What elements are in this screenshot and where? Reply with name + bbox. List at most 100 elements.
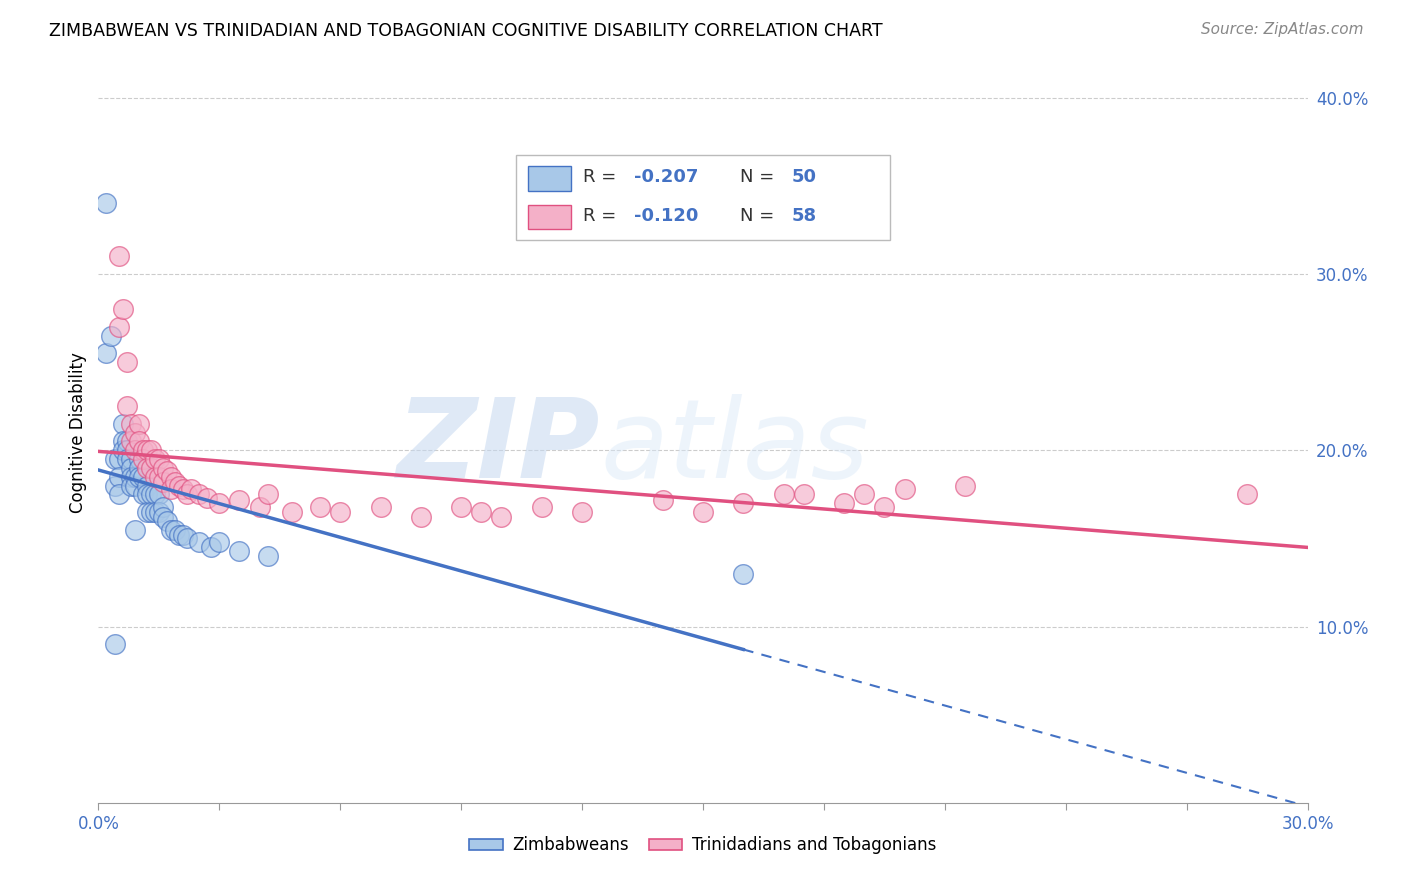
Point bbox=[128, 461, 150, 475]
Point bbox=[128, 434, 150, 449]
Point bbox=[115, 434, 138, 449]
Point bbox=[953, 478, 976, 492]
Point bbox=[143, 469, 166, 483]
Point bbox=[172, 482, 194, 496]
Point bbox=[281, 505, 304, 519]
Point bbox=[470, 505, 492, 519]
FancyBboxPatch shape bbox=[527, 205, 571, 229]
Text: atlas: atlas bbox=[600, 394, 869, 501]
Point bbox=[873, 500, 896, 514]
Point bbox=[135, 443, 157, 458]
Point bbox=[148, 487, 170, 501]
Point bbox=[111, 443, 134, 458]
Text: -0.120: -0.120 bbox=[634, 207, 699, 225]
Point bbox=[115, 452, 138, 467]
Point bbox=[100, 328, 122, 343]
Point bbox=[135, 461, 157, 475]
Point bbox=[124, 469, 146, 483]
Point bbox=[128, 452, 150, 467]
Point bbox=[148, 505, 170, 519]
Point bbox=[309, 500, 332, 514]
Text: Source: ZipAtlas.com: Source: ZipAtlas.com bbox=[1201, 22, 1364, 37]
Point bbox=[651, 492, 673, 507]
Text: R =: R = bbox=[583, 169, 623, 186]
Point bbox=[160, 482, 183, 496]
Point bbox=[120, 478, 142, 492]
Point bbox=[228, 492, 250, 507]
Point bbox=[120, 417, 142, 431]
Point bbox=[143, 505, 166, 519]
Point bbox=[135, 478, 157, 492]
Point bbox=[107, 487, 129, 501]
Point bbox=[692, 505, 714, 519]
Point bbox=[571, 505, 593, 519]
Point bbox=[733, 566, 755, 581]
Point bbox=[163, 523, 186, 537]
Point bbox=[195, 491, 218, 505]
Text: N =: N = bbox=[741, 169, 780, 186]
Point bbox=[120, 461, 142, 475]
Point bbox=[450, 500, 472, 514]
Point bbox=[124, 523, 146, 537]
Point bbox=[128, 417, 150, 431]
Text: ZIP: ZIP bbox=[396, 394, 600, 501]
Point bbox=[772, 487, 794, 501]
Point bbox=[111, 302, 134, 317]
Point bbox=[200, 540, 222, 554]
Point bbox=[103, 478, 125, 492]
Point bbox=[172, 528, 194, 542]
Point bbox=[156, 514, 179, 528]
Point bbox=[152, 500, 174, 514]
Point bbox=[249, 500, 271, 514]
Text: R =: R = bbox=[583, 207, 623, 225]
Text: ZIMBABWEAN VS TRINIDADIAN AND TOBAGONIAN COGNITIVE DISABILITY CORRELATION CHART: ZIMBABWEAN VS TRINIDADIAN AND TOBAGONIAN… bbox=[49, 22, 883, 40]
Point bbox=[256, 549, 278, 563]
Point bbox=[188, 487, 211, 501]
Point bbox=[107, 452, 129, 467]
Text: 50: 50 bbox=[792, 169, 817, 186]
Point bbox=[329, 505, 352, 519]
Point bbox=[167, 528, 190, 542]
Point bbox=[107, 469, 129, 483]
Point bbox=[160, 469, 183, 483]
Text: -0.207: -0.207 bbox=[634, 169, 699, 186]
Point bbox=[832, 496, 855, 510]
Point bbox=[1236, 487, 1258, 501]
Point bbox=[115, 443, 138, 458]
Point bbox=[167, 478, 190, 492]
Point bbox=[370, 500, 392, 514]
Point bbox=[103, 452, 125, 467]
Point bbox=[409, 510, 432, 524]
Point bbox=[96, 196, 118, 211]
Point bbox=[491, 510, 513, 524]
Point bbox=[893, 482, 915, 496]
Point bbox=[115, 355, 138, 369]
Point bbox=[103, 637, 125, 651]
Point bbox=[124, 478, 146, 492]
Text: 58: 58 bbox=[792, 207, 817, 225]
Point bbox=[152, 510, 174, 524]
Point bbox=[733, 496, 755, 510]
Point bbox=[160, 523, 183, 537]
Point bbox=[111, 434, 134, 449]
Point bbox=[96, 346, 118, 360]
Point bbox=[120, 434, 142, 449]
Point bbox=[107, 319, 129, 334]
Point bbox=[132, 443, 155, 458]
Point bbox=[163, 475, 186, 489]
Point bbox=[128, 469, 150, 483]
Point bbox=[148, 469, 170, 483]
Point bbox=[132, 487, 155, 501]
Y-axis label: Cognitive Disability: Cognitive Disability bbox=[69, 352, 87, 513]
Point bbox=[208, 496, 231, 510]
Point bbox=[256, 487, 278, 501]
Point bbox=[139, 487, 162, 501]
Point bbox=[120, 469, 142, 483]
Point bbox=[132, 452, 155, 467]
Point bbox=[208, 535, 231, 549]
FancyBboxPatch shape bbox=[516, 155, 890, 240]
Point bbox=[135, 505, 157, 519]
Point bbox=[156, 464, 179, 478]
Point bbox=[139, 461, 162, 475]
Point bbox=[132, 469, 155, 483]
